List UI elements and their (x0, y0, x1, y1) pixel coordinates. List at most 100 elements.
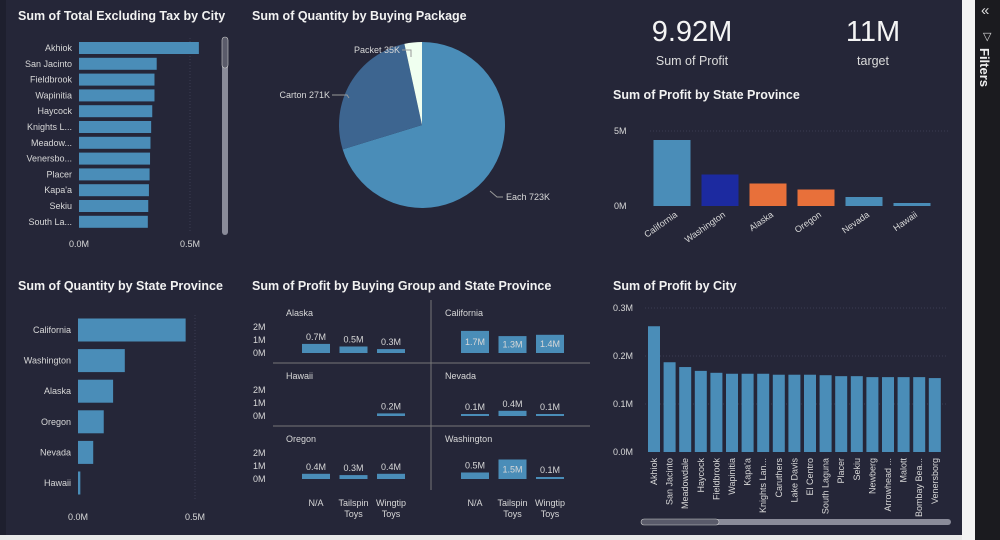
bar[interactable] (694, 370, 707, 452)
bar[interactable] (498, 336, 527, 353)
bar[interactable] (377, 413, 405, 416)
bar[interactable] (788, 374, 801, 452)
bar[interactable] (79, 105, 153, 118)
x-tick-label: 0.5M (180, 239, 200, 249)
bar[interactable] (339, 346, 368, 354)
bar[interactable] (804, 374, 816, 452)
pie-slice[interactable] (342, 42, 505, 208)
bar[interactable] (536, 414, 564, 416)
bar[interactable] (653, 140, 691, 206)
category-label: Hawaii (44, 478, 71, 488)
data-label: 1.5M (502, 464, 522, 474)
category-label: Venersbo... (26, 154, 72, 164)
category-label: Washington (683, 209, 727, 244)
bar[interactable] (749, 183, 787, 207)
bar[interactable] (377, 473, 405, 479)
kpi-sum-of-profit-value: 9.92M (651, 16, 733, 48)
panel-title: Oregon (286, 434, 316, 444)
bar[interactable] (79, 121, 152, 133)
y-tick-label: 1M (253, 461, 266, 471)
bar[interactable] (679, 367, 692, 452)
bar[interactable] (79, 200, 149, 212)
category-label: Kapa'a (743, 458, 753, 486)
bar[interactable] (928, 378, 941, 452)
bar[interactable] (757, 373, 770, 452)
bar[interactable] (536, 477, 564, 479)
bar[interactable] (78, 440, 94, 464)
bar[interactable] (79, 57, 157, 70)
bar[interactable] (663, 362, 676, 452)
bar[interactable] (79, 152, 151, 165)
y-tick-label: 0M (253, 474, 266, 484)
y-tick-label: 2M (253, 385, 266, 395)
scrollbar-thumb[interactable] (221, 36, 229, 69)
bar[interactable] (797, 189, 835, 207)
bar[interactable] (710, 372, 723, 452)
bar[interactable] (78, 471, 81, 495)
filters-pane[interactable]: « ▽ Filters (975, 0, 1000, 540)
chart-title-tax-by-city: Sum of Total Excluding Tax by City (18, 9, 226, 23)
bar[interactable] (302, 343, 330, 353)
category-label: Alaska (44, 386, 71, 396)
y-tick-label: 2M (253, 448, 266, 458)
bar[interactable] (78, 410, 104, 434)
bar[interactable] (882, 377, 894, 452)
category-label: El Centro (805, 458, 815, 496)
category-label: Nevada (40, 447, 71, 457)
category-label: Caruthers (774, 458, 784, 498)
bar[interactable] (79, 136, 151, 149)
bar[interactable] (79, 73, 155, 86)
bar[interactable] (377, 349, 405, 353)
x-category-label: Toys (503, 509, 522, 519)
filters-label[interactable]: Filters (977, 48, 992, 88)
data-label: 0.3M (343, 463, 363, 473)
data-label: 0.7M (306, 332, 326, 342)
category-label: Sekiu (49, 201, 72, 211)
category-label: Knights Lan... (758, 458, 768, 513)
bar[interactable] (302, 473, 330, 479)
pie-slice[interactable] (404, 42, 422, 125)
bar[interactable] (741, 373, 754, 452)
bar[interactable] (498, 459, 527, 480)
bar[interactable] (726, 373, 738, 452)
bar[interactable] (893, 203, 931, 206)
bar[interactable] (850, 376, 863, 452)
bar[interactable] (461, 414, 489, 416)
category-label: Haycock (696, 458, 706, 493)
bar[interactable] (461, 330, 489, 353)
x-category-label: Tailspin (338, 498, 368, 508)
bar[interactable] (78, 349, 125, 373)
x-tick-label: 0.0M (68, 512, 88, 522)
slice-label: Packet 35K (354, 45, 400, 55)
category-label: Kapa'a (44, 185, 72, 195)
bar[interactable] (339, 475, 368, 479)
bar[interactable] (78, 379, 114, 403)
bar[interactable] (845, 197, 883, 206)
scrollbar-thumb[interactable] (640, 518, 720, 526)
bar[interactable] (79, 215, 148, 228)
bar[interactable] (701, 174, 739, 207)
bar[interactable] (835, 376, 848, 452)
bar[interactable] (78, 318, 186, 342)
bar[interactable] (79, 42, 199, 54)
bar[interactable] (648, 326, 660, 452)
y-tick-label: 1M (253, 398, 266, 408)
pie-slice[interactable] (338, 43, 422, 150)
data-label: 0.4M (502, 399, 522, 409)
bar[interactable] (461, 472, 489, 480)
data-label: 0.4M (381, 462, 401, 472)
bar[interactable] (772, 374, 785, 452)
bar[interactable] (866, 377, 879, 452)
bar[interactable] (819, 375, 832, 452)
bar[interactable] (897, 377, 910, 452)
category-label: California (642, 209, 679, 239)
bar[interactable] (913, 377, 926, 452)
bar[interactable] (536, 334, 564, 353)
bar[interactable] (79, 184, 149, 197)
bar[interactable] (79, 168, 150, 181)
bar[interactable] (79, 89, 155, 102)
category-label: Meadowdale (680, 458, 690, 509)
bar[interactable] (498, 410, 527, 416)
vertical-scrollbar[interactable] (222, 37, 228, 235)
double-chevron-left-icon[interactable]: « (981, 2, 990, 19)
